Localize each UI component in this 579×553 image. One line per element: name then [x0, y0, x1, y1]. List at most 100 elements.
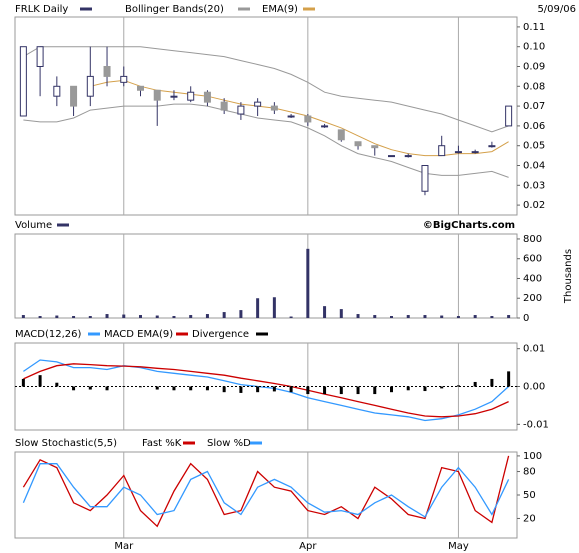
bar — [88, 386, 92, 390]
source-label: ©BigCharts.com — [423, 220, 515, 231]
bar — [306, 248, 310, 318]
candle-body — [304, 115, 312, 123]
candle-body — [103, 66, 111, 77]
y-tick-label: 80 — [523, 467, 536, 478]
bar — [105, 386, 109, 391]
bar — [456, 316, 460, 318]
bar — [256, 298, 260, 318]
series-line — [22, 455, 510, 528]
bar — [172, 316, 176, 318]
bar — [222, 386, 226, 393]
bar — [373, 315, 377, 318]
y-tick-label: 0.11 — [523, 22, 545, 33]
y-tick-label: 100 — [523, 451, 542, 462]
bar — [189, 386, 193, 391]
legend-label: Volume — [15, 220, 52, 231]
bar — [189, 315, 193, 318]
y-tick-label: -0.01 — [523, 419, 549, 430]
candle-body — [471, 151, 479, 154]
bar — [72, 316, 76, 318]
bar — [490, 378, 494, 387]
bar — [205, 314, 209, 318]
candle-body — [237, 105, 245, 115]
y-tick-label: 0.07 — [523, 101, 545, 112]
bar — [490, 316, 494, 318]
candle-body — [321, 125, 329, 128]
y-tick-label: 400 — [523, 273, 542, 284]
candle-body — [170, 95, 178, 98]
bar — [339, 386, 343, 395]
series-line — [23, 363, 509, 418]
bar — [289, 316, 293, 318]
legend-label: Fast %K — [142, 438, 182, 449]
bar — [38, 375, 42, 387]
y-tick-label: 0.10 — [523, 42, 545, 53]
y-tick-label: 0.08 — [523, 81, 545, 92]
bar — [239, 310, 243, 318]
candle-body — [86, 75, 94, 97]
candle-body — [187, 91, 195, 101]
bar — [356, 386, 360, 395]
y-tick-label: 800 — [523, 234, 542, 245]
candle-body — [454, 151, 462, 154]
bar — [473, 315, 477, 318]
bar — [172, 386, 176, 391]
y-tick-label: 0.06 — [523, 121, 545, 132]
x-tick-label: May — [448, 541, 469, 552]
y-tick-label: 600 — [523, 254, 542, 265]
x-tick-label: Mar — [114, 541, 134, 552]
candle-body — [19, 46, 27, 117]
legend-label: MACD EMA(9) — [104, 329, 173, 340]
legend-label: Divergence — [192, 329, 249, 340]
candle-body — [120, 75, 128, 83]
bar — [205, 386, 209, 391]
candle-body — [153, 89, 161, 101]
bar — [272, 297, 276, 318]
candle-body — [270, 105, 278, 111]
legend-label: FRLK Daily — [15, 4, 68, 15]
candle-body — [488, 145, 496, 148]
candle-body — [287, 115, 295, 118]
bar — [440, 386, 444, 389]
legend-label: EMA(9) — [262, 4, 298, 15]
y-tick-label: 0.02 — [523, 200, 545, 211]
y-tick-label: 0.01 — [523, 344, 545, 355]
bar — [272, 386, 276, 392]
bar — [155, 386, 159, 390]
bar — [423, 386, 427, 392]
bar — [323, 386, 327, 395]
bar — [507, 315, 511, 318]
bar — [239, 386, 243, 393]
series-line — [22, 463, 510, 518]
bar — [306, 386, 310, 395]
y-axis-label: Thousands — [563, 249, 574, 304]
bar — [139, 315, 142, 318]
panel-frame — [14, 451, 518, 539]
bar — [155, 315, 159, 318]
y-tick-label: 0 — [523, 313, 529, 324]
bar — [21, 378, 25, 387]
candle-body — [203, 91, 211, 103]
y-tick-label: 0.04 — [523, 161, 545, 172]
candle-body — [371, 145, 379, 149]
bar — [122, 314, 126, 318]
band-lower — [23, 103, 509, 178]
bar — [38, 316, 42, 318]
candle-body — [137, 85, 144, 91]
candle-body — [505, 105, 513, 127]
panel-frame — [14, 233, 518, 319]
bar — [423, 315, 427, 318]
bar — [105, 314, 109, 318]
candle-body — [337, 129, 345, 141]
candle-body — [70, 85, 78, 107]
bar — [356, 314, 360, 318]
bar — [55, 315, 59, 318]
y-tick-label: 0.09 — [523, 62, 545, 73]
bar — [256, 386, 260, 393]
legend-label: Bollinger Bands(20) — [125, 4, 224, 15]
y-tick-label: 50 — [523, 490, 536, 501]
bar — [507, 371, 511, 387]
y-tick-label: 0.03 — [523, 180, 545, 191]
ema-line — [90, 79, 509, 157]
